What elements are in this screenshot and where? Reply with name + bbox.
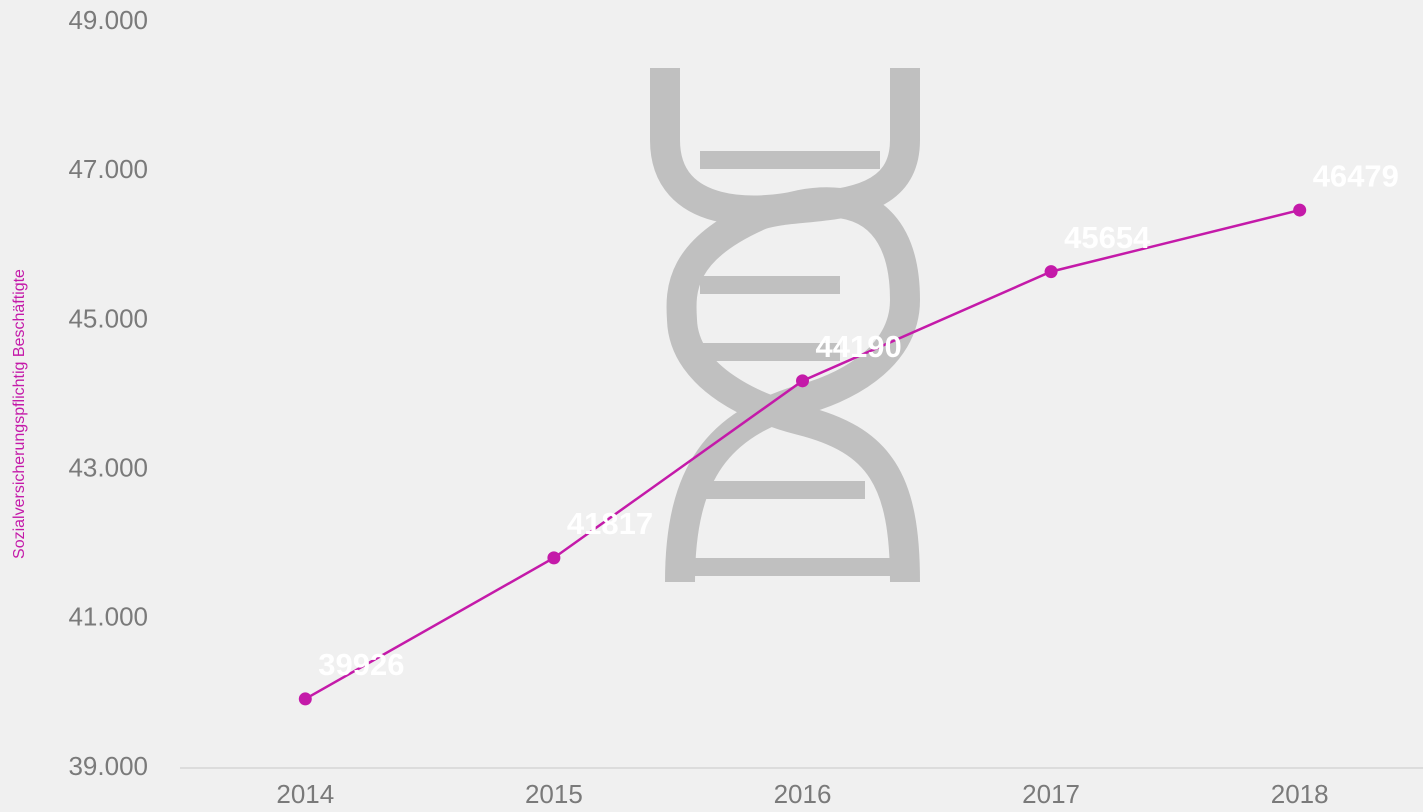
dna-watermark <box>650 68 920 583</box>
x-tick-label: 2017 <box>1022 779 1080 809</box>
data-label: 44190 <box>816 329 902 364</box>
data-label: 46479 <box>1313 158 1399 193</box>
data-label: 39926 <box>318 647 404 682</box>
data-point <box>1293 203 1307 217</box>
x-tick-label: 2016 <box>774 779 832 809</box>
y-tick-label: 45.000 <box>68 303 148 333</box>
y-tick-label: 49.000 <box>68 5 148 35</box>
y-tick-label: 43.000 <box>68 452 148 482</box>
data-label: 41817 <box>567 506 653 541</box>
data-point <box>796 374 809 388</box>
x-tick-label: 2014 <box>276 779 334 809</box>
x-tick-label: 2015 <box>525 779 583 809</box>
data-label: 45654 <box>1064 220 1151 255</box>
data-point <box>298 692 312 706</box>
x-tick-label: 2018 <box>1271 779 1329 809</box>
data-point <box>1044 265 1058 279</box>
y-tick-label: 41.000 <box>68 602 148 632</box>
y-tick-label: 47.000 <box>68 154 148 184</box>
data-point <box>547 551 561 565</box>
y-tick-label: 39.000 <box>68 751 148 781</box>
y-axis-label: Sozialversicherungspflichtig Beschäftigt… <box>11 269 28 559</box>
